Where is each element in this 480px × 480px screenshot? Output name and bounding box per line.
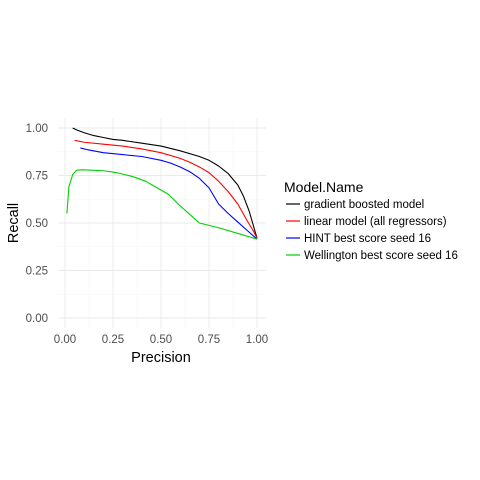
x-tick-label: 1.00 [246,334,268,346]
x-tick-label: 0.75 [198,334,220,346]
y-axis-title: Recall [6,203,22,243]
series-line-1 [72,127,258,239]
series-line-3 [80,147,258,240]
legend: Model.Name gradient boosted model linear … [284,179,458,262]
series-line-2 [74,139,258,239]
legend-label: linear model (all regressors) [304,216,447,228]
x-tick-label: 0.50 [150,334,172,346]
x-axis-ticks: 0.00 0.25 0.50 0.75 1.00 [54,334,268,346]
series-line-4 [66,169,258,240]
y-tick-label: 0.25 [26,266,48,278]
legend-label: HINT best score seed 16 [304,233,431,245]
x-tick-label: 0.00 [54,334,76,346]
legend-title: Model.Name [284,179,364,195]
y-tick-label: 1.00 [26,123,48,135]
y-tick-label: 0.00 [26,313,48,325]
series-lines [66,127,258,240]
y-axis-ticks: 0.00 0.25 0.50 0.75 1.00 [26,123,48,325]
x-axis-title: Precision [131,350,191,366]
y-tick-label: 0.75 [26,171,48,183]
legend-label: Wellington best score seed 16 [304,250,458,262]
legend-label: gradient boosted model [304,199,424,211]
x-tick-label: 0.25 [102,334,124,346]
y-tick-label: 0.50 [26,218,48,230]
grid [58,118,266,328]
